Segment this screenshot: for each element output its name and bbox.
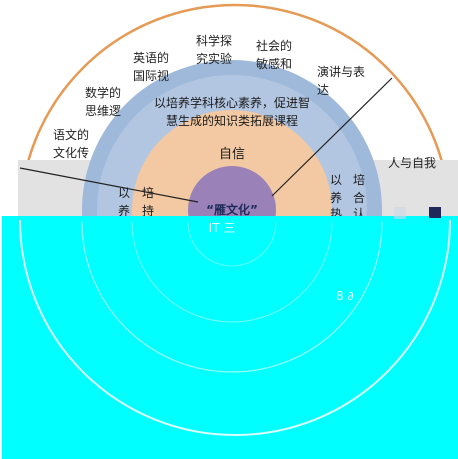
small-gray-mark (394, 207, 406, 219)
cyan-overlay (0, 216, 458, 459)
inner-ring-label: 自信 (219, 147, 245, 162)
dark-square-mark (429, 207, 441, 218)
label-math-2: 思维逻 (85, 104, 121, 118)
label-society-2: 敏感和 (256, 56, 292, 71)
left-vertical-2: 培 (142, 185, 154, 200)
left-white-strip (0, 216, 2, 459)
label-math-1: 数学的 (85, 85, 121, 100)
core-label: “雁文化” (206, 202, 258, 217)
ghost-core-arc (187, 221, 277, 267)
label-chinese-1: 语文的 (53, 127, 89, 142)
left-vertical-3: 养 (118, 203, 130, 218)
ghost-blue-arc (81, 221, 383, 373)
ghost-peach-arc (131, 221, 333, 323)
core-sub-label: IT 三 (209, 221, 236, 235)
label-science-2: 究实验 (196, 51, 232, 66)
left-vertical-4: 持 (142, 203, 154, 218)
course-title: 以培养学科核心素养，促进智 慧生成的知识类拓展课程 (154, 95, 310, 128)
left-vertical-1: 以 (118, 186, 130, 200)
label-science-1: 科学探 (196, 33, 232, 48)
stray-label: 8 ∂ (336, 289, 354, 303)
right-vertical-c1-1: 以 (330, 173, 342, 187)
outer-labels: 语文的 文化传 数学的 思维逻 英语的 国际视 科学探 究实验 社会的 敏感和 … (53, 33, 436, 170)
course-title-line-1: 以培养学科核心素养，促进智 (154, 95, 310, 110)
label-speech-1: 演讲与表 (317, 64, 365, 79)
label-chinese-2: 文化传 (53, 145, 89, 160)
side-label-self: 人与自我 (388, 156, 436, 170)
label-english-1: 英语的 (133, 50, 169, 65)
pointer-line-left (19, 167, 199, 203)
label-speech-2: 达 (317, 83, 329, 97)
right-vertical-c2-2: 合 (353, 190, 365, 205)
label-society-1: 社会的 (256, 38, 292, 53)
ghost-outer-arc (19, 219, 451, 436)
right-vertical-c2-1: 培 (353, 172, 365, 187)
left-vertical-text: 以 培 养 持 (118, 185, 154, 218)
ghost-rings (19, 219, 451, 436)
pointer-line-right (271, 77, 393, 197)
right-vertical-text: 以 养 热 培 合 认 (330, 172, 365, 221)
right-vertical-c1-2: 养 (330, 190, 342, 205)
label-english-2: 国际视 (133, 68, 169, 83)
outer-orange-arc (18, 3, 452, 221)
course-title-line-2: 慧生成的知识类拓展课程 (166, 113, 298, 128)
